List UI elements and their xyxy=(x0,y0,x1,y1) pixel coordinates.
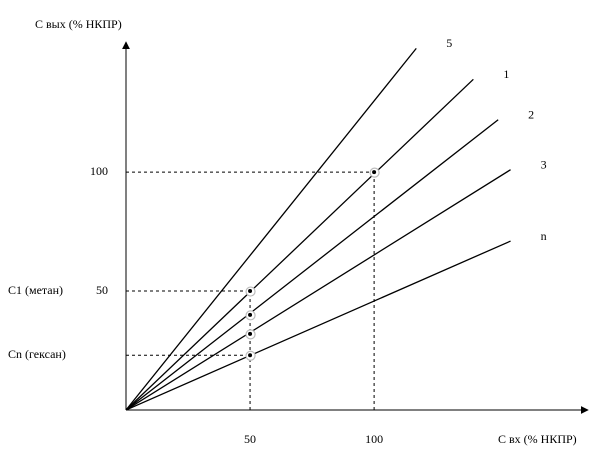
series-label: n xyxy=(541,229,547,243)
series-line xyxy=(125,47,417,411)
series-line xyxy=(125,78,474,411)
x-tick-label: 50 xyxy=(244,432,256,446)
point xyxy=(248,289,253,294)
x-tick-label: 100 xyxy=(365,432,383,446)
y-annotation: С1 (метан) xyxy=(8,283,63,297)
y-annotation: Сn (гексан) xyxy=(8,347,66,361)
point xyxy=(248,353,253,358)
y-axis-label: С вых (% НКПР) xyxy=(35,17,122,31)
series-label: 3 xyxy=(541,157,547,171)
series-line xyxy=(125,240,511,411)
series-line xyxy=(125,169,511,411)
point xyxy=(372,170,377,175)
series-line xyxy=(125,119,499,411)
series-label: 2 xyxy=(528,108,534,122)
point xyxy=(248,331,253,336)
y-tick-label: 100 xyxy=(90,164,108,178)
series-label: 5 xyxy=(446,36,452,50)
series-label: 1 xyxy=(503,67,509,81)
x-axis-label: С вх (% НКПР) xyxy=(498,432,577,446)
y-tick-label: 50 xyxy=(96,283,108,297)
point xyxy=(248,312,253,317)
